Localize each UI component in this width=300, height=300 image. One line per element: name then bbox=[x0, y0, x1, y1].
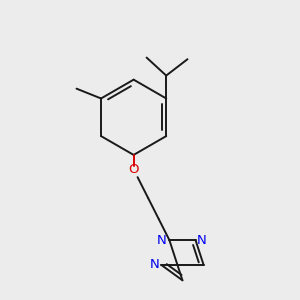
Text: N: N bbox=[150, 258, 160, 272]
Text: N: N bbox=[157, 233, 167, 247]
Text: O: O bbox=[128, 163, 139, 176]
Text: N: N bbox=[197, 233, 207, 247]
